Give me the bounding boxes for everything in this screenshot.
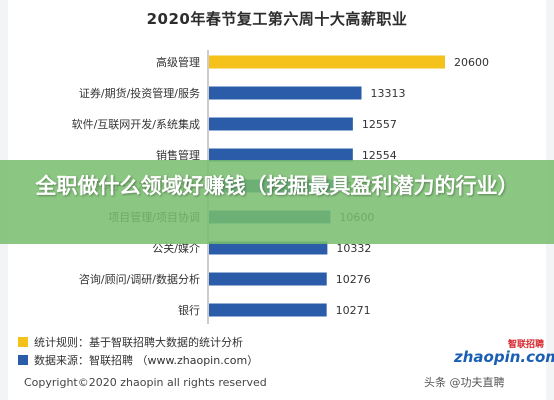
bar [209,272,327,286]
legend-source: 数据来源： 智联招聘 （www.zhaopin.com） [18,352,258,368]
category-label: 咨询/顾问/调研/数据分析 [79,272,200,286]
bar [209,117,353,131]
bar-value-label: 10276 [336,273,371,286]
legend-source-label: 数据来源： [34,354,89,367]
legend-rule: 统计规则： 基于智联招聘大数据的统计分析 [18,334,243,350]
category-label: 销售管理 [156,148,200,162]
watermark: 头条 @功夫直聘 [424,374,505,390]
chart-title: 2020年春节复工第六周十大高薪职业 [146,10,408,28]
category-label: 公关/媒介 [152,241,200,255]
bar [209,86,362,100]
title-overlay-banner: 全职做什么领域好赚钱（挖掘最具盈利潜力的行业） [0,160,554,244]
legend-source-swatch [18,355,28,365]
legend-rule-text: 基于智联招聘大数据的统计分析 [89,336,243,349]
category-label: 证券/期货/投资管理/服务 [79,86,200,100]
category-label: 高级管理 [156,55,200,69]
category-label: 软件/互联网开发/系统集成 [72,117,200,131]
bar [209,241,328,255]
logo-main-text: zhaopin.com [454,348,554,366]
bar-value-label: 20600 [454,56,489,69]
bar-value-label: 10332 [336,242,371,255]
bar-value-label: 10271 [336,304,371,317]
bar-value-label: 13313 [371,87,406,100]
legend-rule-label: 统计规则： [34,336,89,349]
bar [209,148,353,162]
watermark-text: 头条 @功夫直聘 [424,376,505,389]
logo-sub-text: 智联招聘 [508,340,545,350]
bar-value-label: 12554 [362,149,397,162]
zhaopin-logo: 智联招聘 zhaopin.com [454,339,554,373]
overlay-title: 全职做什么领域好赚钱（挖掘最具盈利潜力的行业） [35,174,519,198]
category-label: 银行 [178,303,200,317]
copyright-text: Copyright©2020 zhaopin all rights reserv… [24,376,267,389]
legend-rule-swatch [18,337,28,347]
bar-value-label: 12557 [362,118,397,131]
bar [209,303,327,317]
bar [209,55,445,69]
legend-source-text: 智联招聘 （www.zhaopin.com） [89,354,259,367]
